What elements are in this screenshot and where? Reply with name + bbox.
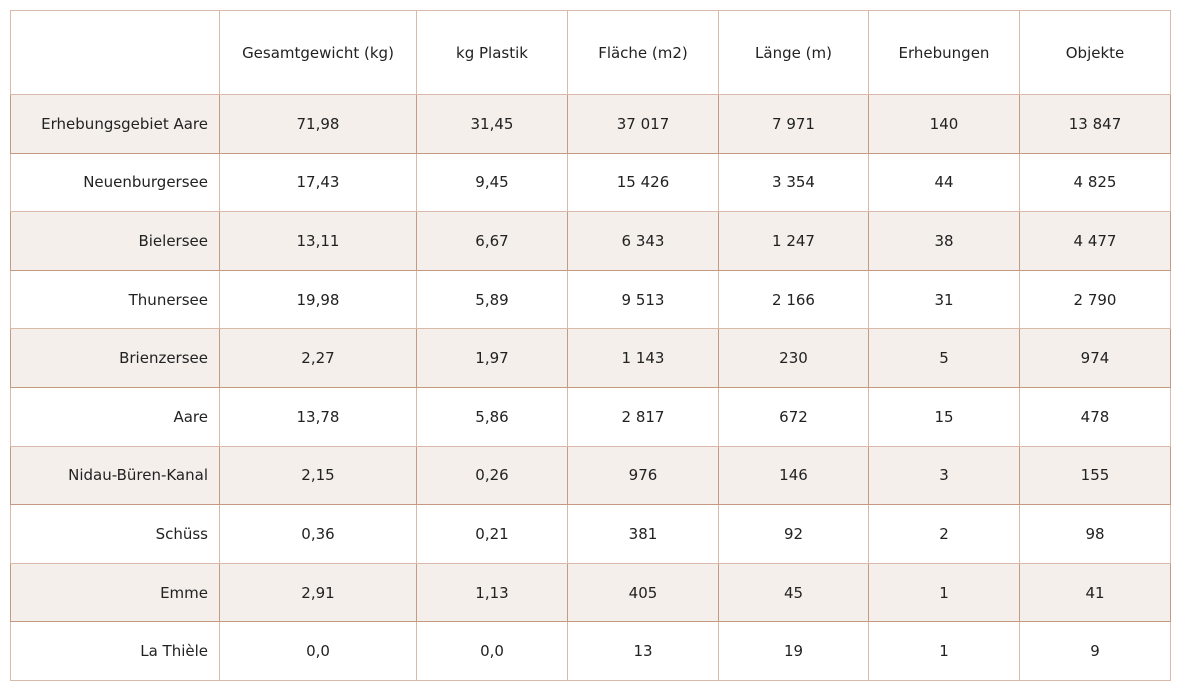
- cell-kg-plastic: 5,86: [416, 386, 568, 447]
- cell-area: 2 817: [567, 386, 719, 447]
- cell-surveys: 1: [868, 621, 1020, 681]
- cell-total-weight: 13,11: [219, 211, 417, 271]
- row-label: Nidau-Büren-Kanal: [10, 445, 220, 506]
- cell-length: 19: [718, 621, 869, 681]
- cell-objects: 13 847: [1019, 94, 1171, 154]
- cell-total-weight: 0,36: [219, 504, 417, 564]
- cell-objects: 9: [1019, 621, 1171, 681]
- cell-length: 2 166: [718, 269, 869, 330]
- row-label: Thunersee: [10, 269, 220, 330]
- table-row: Thunersee 19,98 5,89 9 513 2 166 31 2 79…: [10, 269, 1171, 330]
- cell-surveys: 2: [868, 504, 1020, 564]
- cell-surveys: 15: [868, 386, 1020, 447]
- table-row: Emme 2,91 1,13 405 45 1 41: [10, 562, 1171, 623]
- cell-kg-plastic: 1,97: [416, 328, 568, 388]
- table-row: Brienzersee 2,27 1,97 1 143 230 5 974: [10, 328, 1171, 388]
- cell-length: 146: [718, 445, 869, 506]
- table-row: La Thièle 0,0 0,0 13 19 1 9: [10, 621, 1171, 681]
- row-label: Emme: [10, 562, 220, 623]
- row-label: Schüss: [10, 504, 220, 564]
- cell-total-weight: 2,15: [219, 445, 417, 506]
- cell-length: 230: [718, 328, 869, 388]
- cell-objects: 41: [1019, 562, 1171, 623]
- row-label: Aare: [10, 386, 220, 447]
- cell-total-weight: 71,98: [219, 94, 417, 154]
- cell-area: 37 017: [567, 94, 719, 154]
- cell-surveys: 31: [868, 269, 1020, 330]
- cell-objects: 4 477: [1019, 211, 1171, 271]
- column-header-area: Fläche (m2): [567, 10, 719, 95]
- cell-kg-plastic: 5,89: [416, 269, 568, 330]
- survey-summary-table: Gesamtgewicht (kg) kg Plastik Fläche (m2…: [10, 10, 1171, 681]
- cell-kg-plastic: 0,21: [416, 504, 568, 564]
- table-row: Aare 13,78 5,86 2 817 672 15 478: [10, 386, 1171, 447]
- column-header-objects: Objekte: [1019, 10, 1171, 95]
- cell-area: 15 426: [567, 152, 719, 213]
- cell-area: 13: [567, 621, 719, 681]
- row-label: Neuenburgersee: [10, 152, 220, 213]
- column-header-surveys: Erhebungen: [868, 10, 1020, 95]
- cell-surveys: 38: [868, 211, 1020, 271]
- cell-objects: 478: [1019, 386, 1171, 447]
- row-label: La Thièle: [10, 621, 220, 681]
- table-row: Schüss 0,36 0,21 381 92 2 98: [10, 504, 1171, 564]
- cell-area: 381: [567, 504, 719, 564]
- cell-area: 1 143: [567, 328, 719, 388]
- cell-objects: 155: [1019, 445, 1171, 506]
- row-label: Bielersee: [10, 211, 220, 271]
- cell-objects: 974: [1019, 328, 1171, 388]
- cell-length: 3 354: [718, 152, 869, 213]
- cell-surveys: 44: [868, 152, 1020, 213]
- cell-total-weight: 13,78: [219, 386, 417, 447]
- cell-total-weight: 2,27: [219, 328, 417, 388]
- cell-surveys: 140: [868, 94, 1020, 154]
- cell-length: 45: [718, 562, 869, 623]
- cell-surveys: 5: [868, 328, 1020, 388]
- table-row: Nidau-Büren-Kanal 2,15 0,26 976 146 3 15…: [10, 445, 1171, 506]
- cell-total-weight: 19,98: [219, 269, 417, 330]
- cell-total-weight: 2,91: [219, 562, 417, 623]
- cell-total-weight: 0,0: [219, 621, 417, 681]
- cell-kg-plastic: 0,0: [416, 621, 568, 681]
- cell-length: 92: [718, 504, 869, 564]
- row-label: Erhebungsgebiet Aare: [10, 94, 220, 154]
- cell-kg-plastic: 0,26: [416, 445, 568, 506]
- table-row: Bielersee 13,11 6,67 6 343 1 247 38 4 47…: [10, 211, 1171, 271]
- column-header-length: Länge (m): [718, 10, 869, 95]
- cell-length: 672: [718, 386, 869, 447]
- cell-kg-plastic: 31,45: [416, 94, 568, 154]
- column-header-kg-plastic: kg Plastik: [416, 10, 568, 95]
- cell-area: 6 343: [567, 211, 719, 271]
- table-row: Neuenburgersee 17,43 9,45 15 426 3 354 4…: [10, 152, 1171, 213]
- cell-kg-plastic: 6,67: [416, 211, 568, 271]
- cell-length: 1 247: [718, 211, 869, 271]
- cell-length: 7 971: [718, 94, 869, 154]
- cell-objects: 4 825: [1019, 152, 1171, 213]
- cell-area: 9 513: [567, 269, 719, 330]
- table-row: Erhebungsgebiet Aare 71,98 31,45 37 017 …: [10, 94, 1171, 154]
- cell-surveys: 3: [868, 445, 1020, 506]
- cell-objects: 2 790: [1019, 269, 1171, 330]
- column-header-total-weight: Gesamtgewicht (kg): [219, 10, 417, 95]
- column-header-corner: [10, 10, 220, 95]
- row-label: Brienzersee: [10, 328, 220, 388]
- cell-kg-plastic: 9,45: [416, 152, 568, 213]
- cell-kg-plastic: 1,13: [416, 562, 568, 623]
- cell-total-weight: 17,43: [219, 152, 417, 213]
- cell-area: 976: [567, 445, 719, 506]
- cell-surveys: 1: [868, 562, 1020, 623]
- cell-objects: 98: [1019, 504, 1171, 564]
- cell-area: 405: [567, 562, 719, 623]
- table-header-row: Gesamtgewicht (kg) kg Plastik Fläche (m2…: [10, 10, 1171, 95]
